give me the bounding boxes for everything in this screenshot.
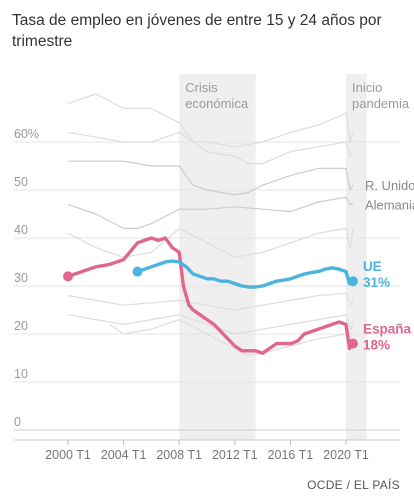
y-tick-label: 0 — [14, 415, 21, 429]
x-tick-label: 2000 T1 — [45, 448, 91, 462]
shaded-period — [346, 74, 367, 440]
series-end-point — [347, 338, 358, 349]
series-line — [135, 259, 355, 289]
y-tick-label: 60% — [14, 127, 39, 141]
series-value-label: 18% — [363, 338, 390, 353]
y-tick-label: 30 — [14, 271, 28, 285]
x-tick-label: 2008 T1 — [156, 448, 202, 462]
context-line — [67, 196, 353, 229]
series-start-point — [132, 266, 143, 277]
series-value-label: 31% — [363, 275, 390, 290]
series-start-point — [63, 271, 73, 282]
period-label: pandemia — [352, 96, 410, 111]
context-series-label: R. Unido — [365, 178, 414, 193]
context-line — [68, 160, 354, 196]
period-label: económica — [185, 96, 249, 111]
context-line — [67, 93, 354, 148]
highlighted-series — [63, 236, 358, 355]
series-label: España — [363, 322, 412, 337]
series-label: UE — [363, 259, 382, 274]
y-tick-label: 40 — [14, 223, 28, 237]
x-tick-label: 2020 T1 — [323, 448, 369, 462]
context-line — [67, 131, 354, 165]
y-tick-label: 10 — [14, 367, 28, 381]
x-tick-label: 2012 T1 — [212, 448, 258, 462]
context-line — [67, 292, 354, 311]
y-tick-label: 50 — [14, 175, 28, 189]
series-line — [66, 236, 355, 355]
x-tick-label: 2004 T1 — [101, 448, 147, 462]
context-series — [67, 93, 354, 357]
y-tick-label: 20 — [14, 319, 28, 333]
period-label: Inicio — [352, 80, 382, 95]
context-series-label: Alemania — [365, 197, 414, 212]
chart-title: Tasa de empleo en jóvenes de entre 15 y … — [12, 12, 382, 50]
series-end-point — [347, 276, 358, 287]
context-line — [67, 314, 354, 335]
period-label: Crisis — [185, 80, 218, 95]
shaded-period — [179, 74, 256, 440]
axis-labels: 0 10 20 30 40 50 60% 2000 T1 2004 T1 2008 T1 2012 … — [14, 127, 369, 462]
source-credit: OCDE / EL PAÍS — [307, 478, 400, 492]
x-tick-label: 2016 T1 — [268, 448, 314, 462]
